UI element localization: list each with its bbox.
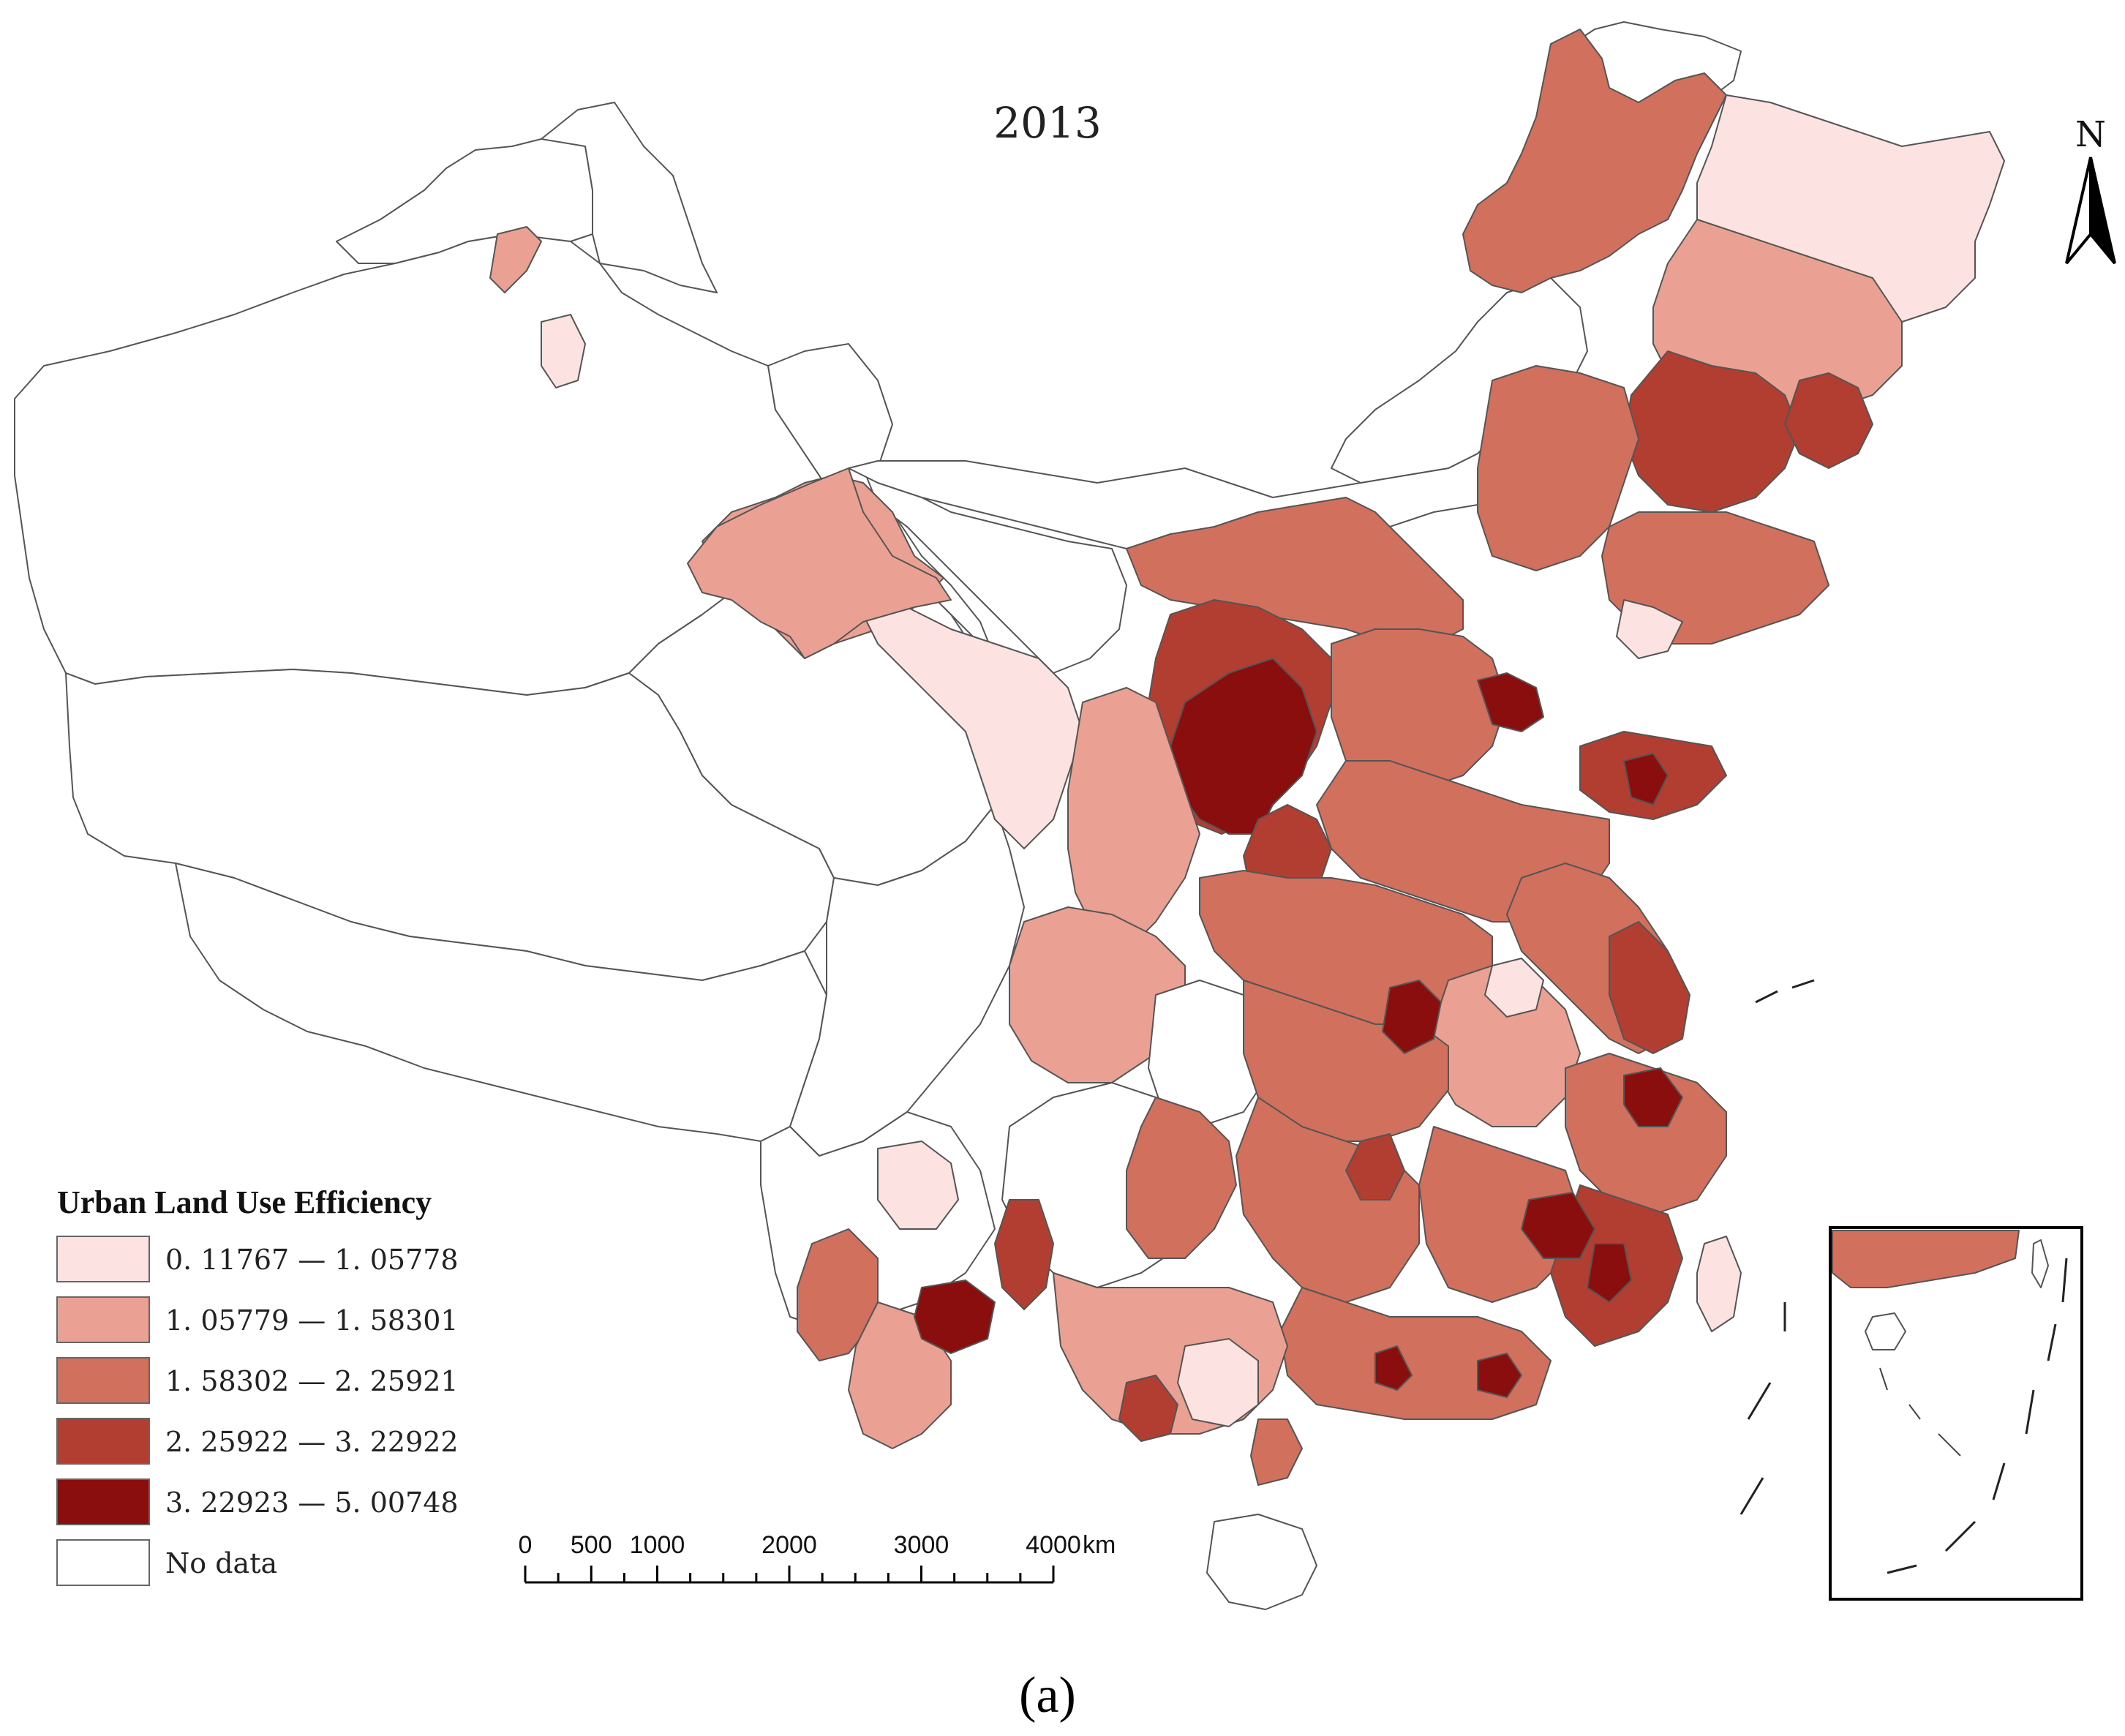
legend-label: 0. 11767 — 1. 05778 xyxy=(165,1244,459,1276)
scale-tick-label: 3000 xyxy=(894,1531,949,1559)
scale-unit: km xyxy=(1083,1531,1116,1559)
coast-dash-lines xyxy=(1740,979,1815,1515)
north-label: N xyxy=(2075,114,2106,155)
region-liaoning-coast xyxy=(1616,599,1683,659)
region-jiangsu-south xyxy=(1609,921,1690,1054)
region-shaanxi xyxy=(1067,687,1200,952)
region-gansu-corridor xyxy=(862,606,1083,849)
legend: Urban Land Use Efficiency 0. 11767 — 1. … xyxy=(56,1184,459,1586)
region-hangzhou xyxy=(1623,1067,1683,1127)
scale-tick-label: 500 xyxy=(571,1531,612,1559)
inset-map xyxy=(1829,1226,2083,1601)
north-arrow: N xyxy=(2065,114,2116,265)
region-kunming xyxy=(914,1280,996,1354)
region-wuhan xyxy=(1382,980,1442,1054)
region-guangzhou xyxy=(1374,1345,1413,1391)
scale-ticks: 0 500 1000 2000 3000 4000 xyxy=(519,1531,1081,1582)
legend-swatch xyxy=(56,1478,150,1525)
region-shenzhen xyxy=(1477,1353,1522,1398)
inset-frame xyxy=(1829,1226,2083,1601)
region-hulunbuir xyxy=(1462,29,1727,293)
region-yunnan-west xyxy=(797,1228,879,1361)
map-title: 2013 xyxy=(993,98,1102,148)
region-hunan xyxy=(1235,1097,1420,1303)
region-guizhou-east xyxy=(1126,1097,1237,1259)
region-taiwan xyxy=(1696,1236,1742,1332)
region-yunnan-north-east xyxy=(877,1141,959,1230)
north-arrow-right-icon xyxy=(2089,157,2116,265)
region-xinjiang-spot-2 xyxy=(541,314,586,388)
region-northeast-gap xyxy=(1331,277,1588,484)
region-hainan-island xyxy=(1206,1514,1317,1610)
region-guizhou-south xyxy=(994,1199,1054,1310)
region-zhejiang xyxy=(1565,1053,1727,1215)
scale-tick-label: 2000 xyxy=(761,1531,817,1559)
region-guangxi-south xyxy=(1177,1338,1259,1427)
scale-tick-label: 0 xyxy=(519,1531,533,1559)
legend-swatch xyxy=(56,1357,150,1404)
region-inner-mongolia-west xyxy=(862,467,1127,674)
scale-tick-label: 4000 xyxy=(1026,1531,1081,1559)
region-jilin-east xyxy=(1784,372,1873,469)
legend-title: Urban Land Use Efficiency xyxy=(57,1184,432,1220)
region-guangxi-west xyxy=(1118,1375,1178,1442)
region-xinjiang-east xyxy=(687,467,952,659)
legend-label: No data xyxy=(165,1547,277,1579)
region-tianjin xyxy=(1477,672,1544,732)
legend-label: 1. 58302 — 2. 25921 xyxy=(165,1365,459,1397)
legend-items: 0. 11767 — 1. 05778 1. 05779 — 1. 58301 1.… xyxy=(56,1236,459,1586)
inset-islands xyxy=(1879,1367,1961,1457)
legend-label: 3. 22923 — 5. 00748 xyxy=(165,1487,459,1519)
legend-swatch xyxy=(56,1418,150,1465)
legend-swatch xyxy=(56,1296,150,1343)
inset-taiwan xyxy=(2031,1239,2049,1288)
inset-hainan xyxy=(1865,1312,1906,1350)
region-inner-mongolia-east xyxy=(1477,365,1639,571)
legend-swatch xyxy=(56,1236,150,1282)
legend-swatch xyxy=(56,1539,150,1586)
region-fuzhou xyxy=(1521,1192,1595,1259)
region-anhui-south xyxy=(1484,958,1544,1018)
eastern-regions xyxy=(489,29,2005,1610)
north-arrow-left-icon xyxy=(2065,157,2092,265)
region-qingdao xyxy=(1623,753,1669,805)
legend-label: 1. 05779 — 1. 58301 xyxy=(165,1304,459,1337)
region-guangdong xyxy=(1279,1287,1552,1420)
region-hainan-strip xyxy=(1250,1419,1303,1486)
region-xinjiang-spot xyxy=(489,226,542,293)
region-hunan-center xyxy=(1345,1133,1405,1200)
region-altay xyxy=(541,102,718,293)
figure-caption: (a) xyxy=(1019,1667,1076,1724)
legend-label: 2. 25922 — 3. 22922 xyxy=(165,1426,459,1458)
region-xiamen xyxy=(1587,1243,1632,1303)
scale-tick-label: 1000 xyxy=(630,1531,685,1559)
inset-mainland-coast xyxy=(1832,1230,2020,1288)
region-sichuan-west xyxy=(789,804,1025,1157)
scale-bar: 0 500 1000 2000 3000 4000 km xyxy=(519,1531,1116,1584)
inset-nine-dash-line xyxy=(1887,1258,2068,1574)
